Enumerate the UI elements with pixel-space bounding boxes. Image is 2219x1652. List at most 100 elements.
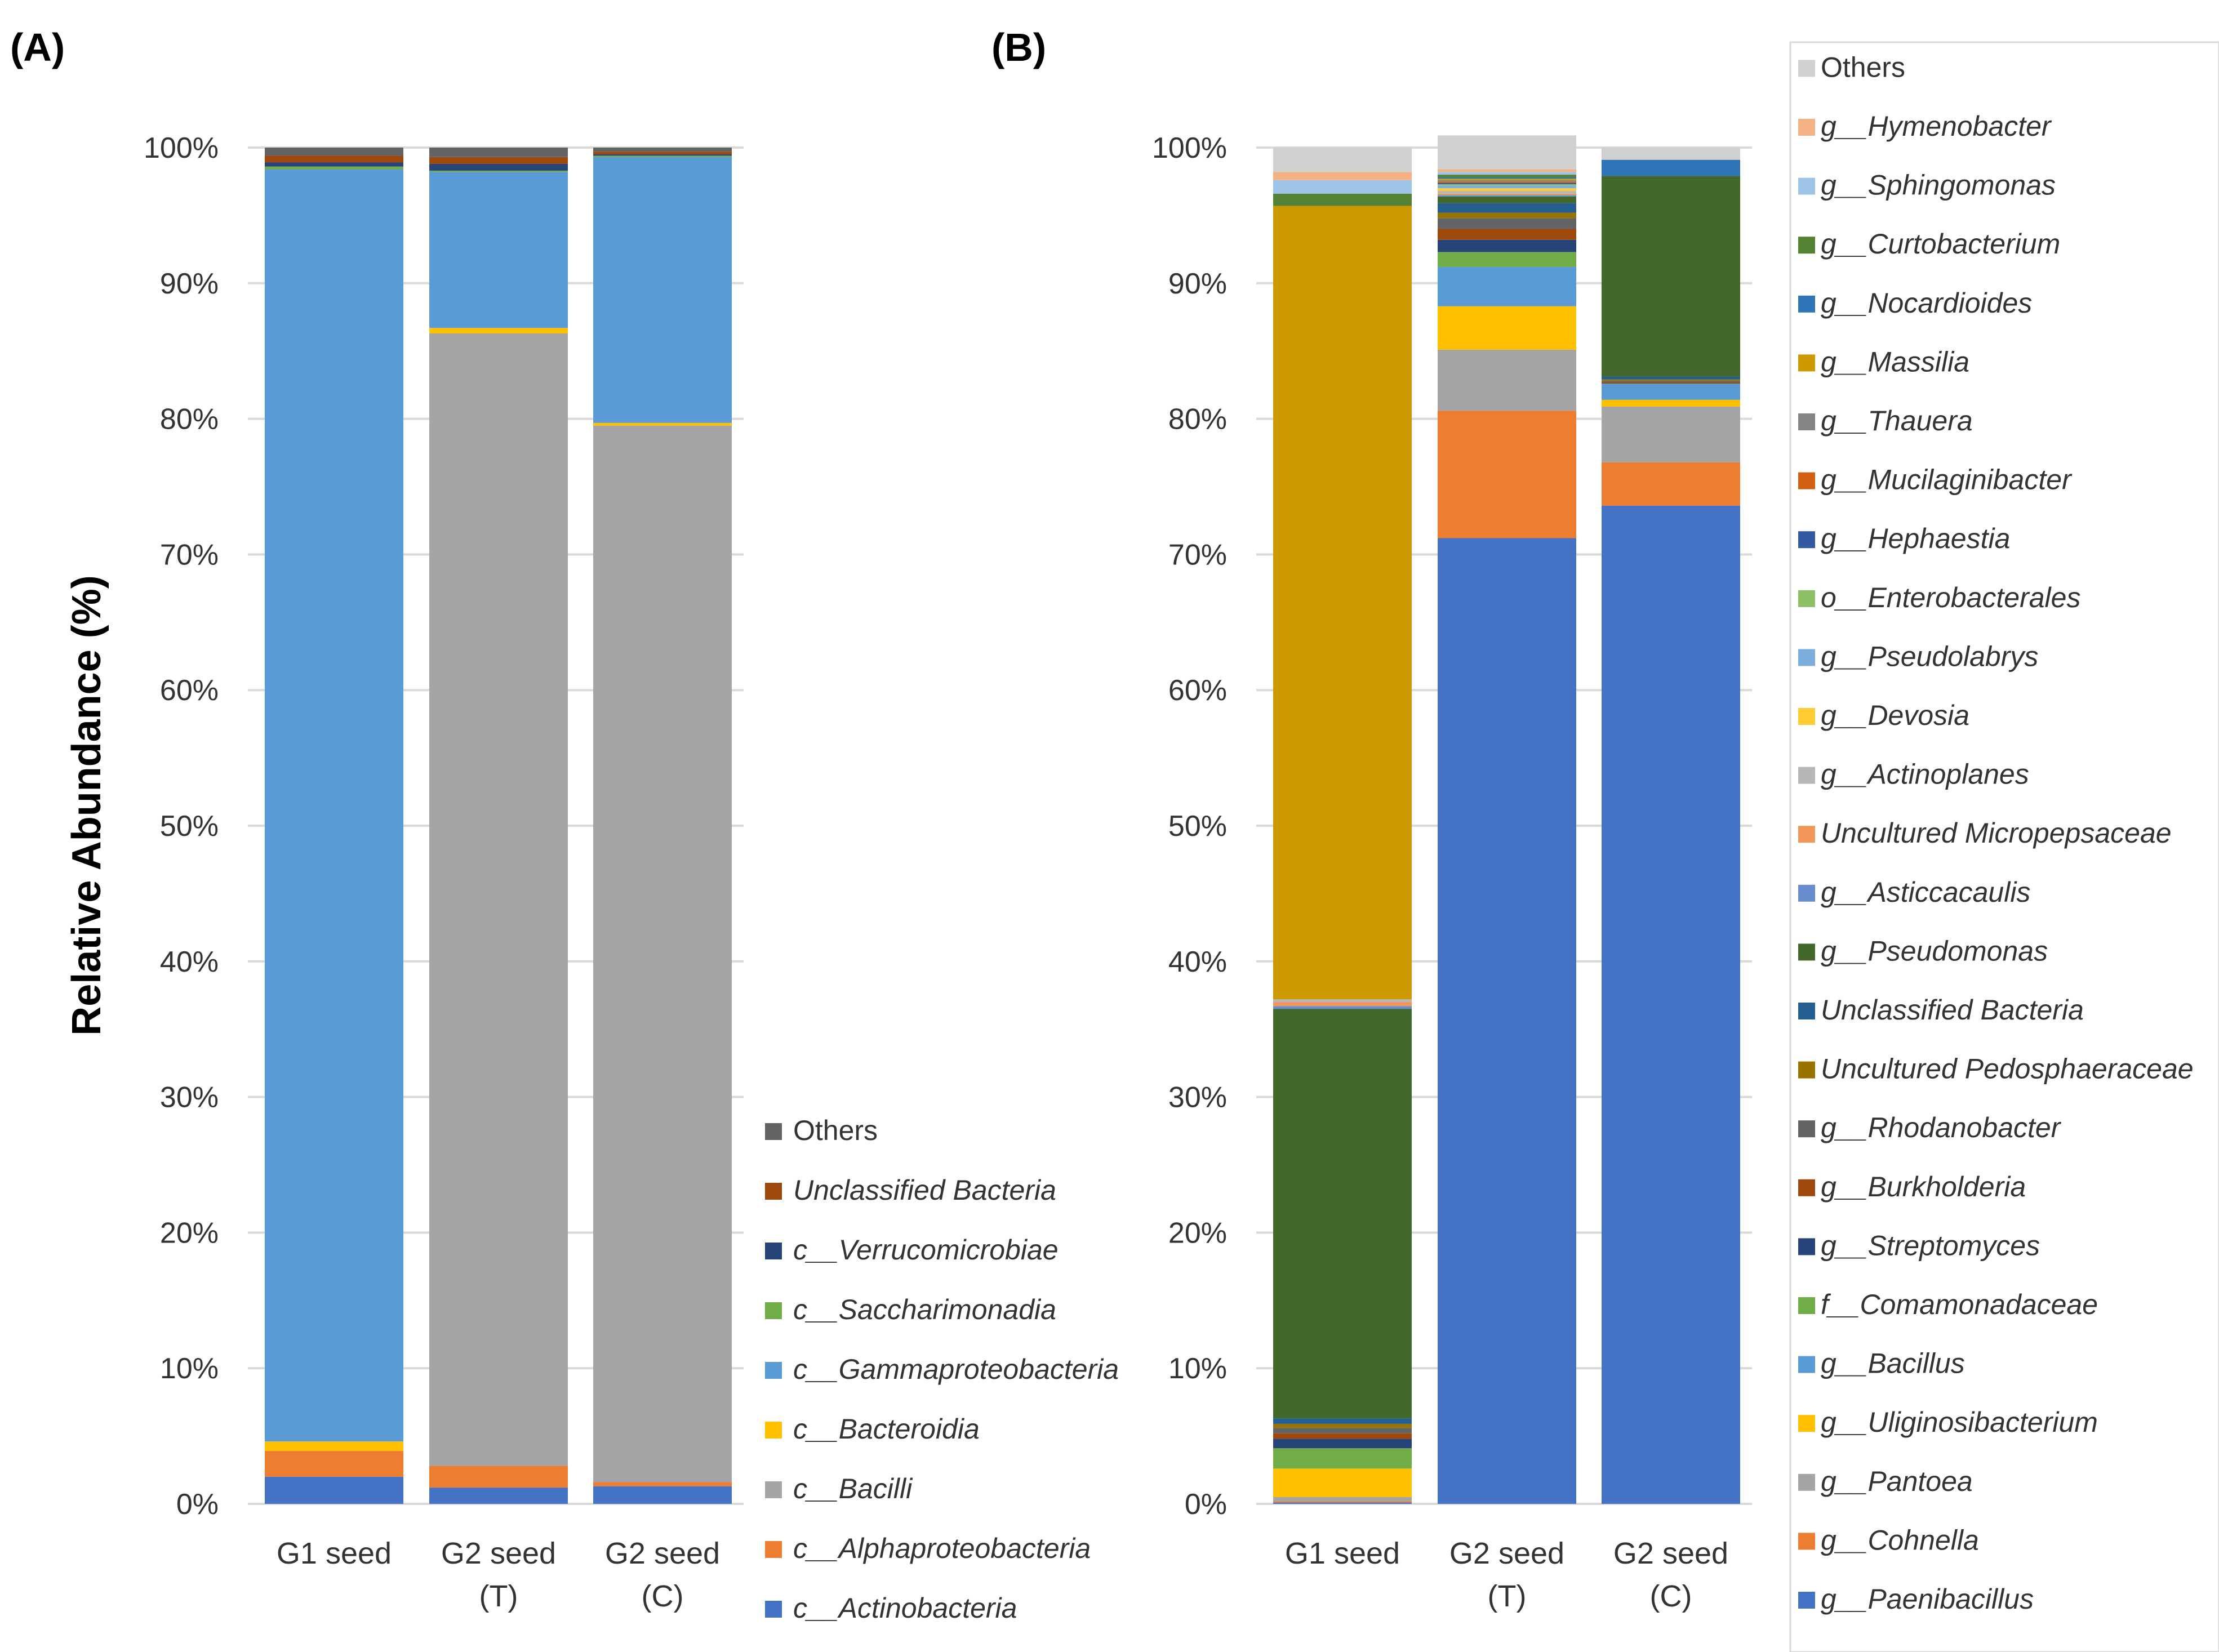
legend-entry-unclassified-bacteria: Unclassified Bacteria [1821, 994, 2084, 1026]
bar-segment-g-paenibacillus [1602, 505, 1740, 1504]
y-tick-label: 80% [160, 403, 219, 436]
bar-segment-g-paenibacillus [1273, 1502, 1412, 1504]
legend-swatch [1798, 1415, 1815, 1432]
bar-segment-g-thauera [1438, 180, 1576, 182]
legend-swatch [1798, 60, 1815, 77]
legend-entry-others: Others [1821, 51, 1905, 83]
x-category-label-line2: (T) [479, 1579, 518, 1613]
bar-segment-g-asticcacaulis [1273, 1006, 1412, 1009]
x-category-label: G1 seed [1285, 1537, 1400, 1570]
bar-segment-others [593, 148, 732, 152]
legend-swatch [1798, 413, 1815, 430]
bar-segment-unclassified-bacteria [1438, 203, 1576, 213]
y-tick-label: 10% [160, 1352, 219, 1385]
bar-segment-c-gammaproteobacteria [265, 169, 403, 1442]
bar-segment-c-bacilli [593, 425, 732, 1482]
legend-swatch [765, 1601, 782, 1618]
x-category-label: G2 seed [441, 1537, 556, 1570]
legend-swatch [1798, 1179, 1815, 1196]
y-tick-label: 70% [160, 538, 219, 571]
y-tick-label: 100% [144, 132, 219, 164]
bar-segment-g-pseudomonas [1438, 196, 1576, 203]
bar-segment-g-paenibacillus [1438, 538, 1576, 1504]
legend-entry-uncultured-pedosphaeraceae: Uncultured Pedosphaeraceae [1821, 1053, 2194, 1085]
bar-segment-g-nocardioides [1602, 159, 1740, 176]
bar-segment-g-pantoea [1602, 406, 1740, 462]
y-tick-label: 50% [1168, 810, 1227, 843]
legend-entry-g-nocardioides: g__Nocardioides [1821, 287, 2032, 319]
bar-segment-g-burkholderia [1273, 1433, 1412, 1439]
legend-entry-g-streptomyces: g__Streptomyces [1821, 1230, 2040, 1261]
legend-swatch [765, 1481, 782, 1498]
y-axis-label: Relative Abundance (%) [64, 575, 109, 1036]
bar-segment-c-bacilli [429, 333, 568, 1466]
bar-segment-c-actinobacteria [593, 1486, 732, 1504]
legend-entry-g-bacillus: g__Bacillus [1821, 1348, 1965, 1379]
bar-segment-c-alphaproteobacteria [593, 1482, 732, 1486]
bar-segment-others [1438, 135, 1576, 170]
panel-b-categories: G1 seed G2 seed (T) G2 seed (C) [1285, 1537, 1728, 1613]
y-tick-label: 80% [1168, 403, 1227, 436]
bar-segment-g-asticcacaulis [1438, 195, 1576, 197]
bar-segment-uncultured-pedosphaeraceae [1273, 1423, 1412, 1428]
bar-segment-g-rhodanobacter [1602, 381, 1740, 382]
bar-segment-g-curtobacterium [1438, 175, 1576, 177]
bar-segment-g-rhodanobacter [1438, 218, 1576, 229]
y-tick-label: 20% [1168, 1217, 1227, 1249]
legend-swatch [1798, 119, 1815, 136]
panel-b-y-ticks: 0% 10% 20% 30% 40% 50% 60% 70% 80% 90% 100% [1152, 132, 1227, 1521]
panel-a-bars [265, 148, 732, 1504]
bar-segment-g-curtobacterium [1273, 193, 1412, 206]
bar-segment-uncultured-pedosphaeraceae [1602, 379, 1740, 381]
bar-segment-g-hephaestia [1438, 182, 1576, 185]
legend-swatch [1798, 826, 1815, 843]
y-tick-label: 90% [160, 268, 219, 300]
legend-entry-f-comamonadaceae: f__Comamonadaceae [1821, 1289, 2098, 1320]
legend-swatch [1798, 1592, 1815, 1609]
bar-segment-g-uliginosibacterium [1273, 1468, 1412, 1497]
bar-segment-g-bacillus [1602, 383, 1740, 400]
legend-swatch [765, 1362, 782, 1379]
legend-entry-g-mucilaginibacter: g__Mucilaginibacter [1821, 464, 2073, 496]
panel-label-b: (B) [991, 25, 1046, 69]
legend-entry-unclassified-bacteria: Unclassified Bacteria [793, 1174, 1056, 1206]
legend-swatch [1798, 767, 1815, 784]
bar-segment-g-streptomyces [1438, 239, 1576, 252]
legend-swatch [765, 1123, 782, 1140]
bar-segment-c-gammaproteobacteria [429, 172, 568, 328]
legend-entry-g-paenibacillus: g__Paenibacillus [1821, 1583, 2034, 1615]
bar-segment-g-pseudomonas [1602, 176, 1740, 377]
bar-segment-g-cohnella [1273, 1501, 1412, 1503]
y-tick-label: 10% [1168, 1352, 1227, 1385]
y-tick-label: 30% [160, 1081, 219, 1114]
bar-segment-g-sphingomonas [1438, 172, 1576, 175]
legend-entry-c-bacilli: c__Bacilli [793, 1473, 913, 1504]
panel-b-legend-box [1789, 41, 2219, 1652]
legend-swatch [1798, 1003, 1815, 1019]
bar-segment-g-massilia [1273, 206, 1412, 1000]
bar-segment-others [1602, 148, 1740, 160]
x-category-label: G2 seed [605, 1537, 720, 1570]
bar-segment-f-comamonadaceae [1438, 252, 1576, 267]
bar-segment-g-actinoplanes [1438, 191, 1576, 194]
y-tick-label: 0% [1185, 1488, 1227, 1521]
x-category-label-line2: (C) [1650, 1579, 1692, 1613]
bar-segment-c-saccharimonadia [429, 170, 568, 172]
bar-segment-c-saccharimonadia [265, 166, 403, 170]
bar-segment-g-pseudomonas [1273, 1009, 1412, 1419]
legend-entry-c-alphaproteobacteria: c__Alphaproteobacteria [793, 1533, 1091, 1564]
legend-swatch [765, 1302, 782, 1319]
bar-segment-c-verrucomicrobiae [593, 154, 732, 156]
bar-segment-unclassified-bacteria [1602, 376, 1740, 380]
x-category-label-line2: (C) [642, 1579, 684, 1613]
bar-segment-c-saccharimonadia [593, 155, 732, 157]
legend-entry-c-verrucomicrobiae: c__Verrucomicrobiae [793, 1234, 1059, 1266]
legend-entry-g-rhodanobacter: g__Rhodanobacter [1821, 1112, 2062, 1143]
bar-segment-g-uliginosibacterium [1602, 399, 1740, 407]
legend-swatch [1798, 237, 1815, 254]
legend-entry-o-enterobacterales: o__Enterobacterales [1821, 582, 2080, 613]
bar-segment-g-burkholderia [1438, 229, 1576, 240]
legend-entry-g-pantoea: g__Pantoea [1821, 1466, 1973, 1497]
legend-entry-g-hephaestia: g__Hephaestia [1821, 523, 2010, 554]
legend-swatch [765, 1541, 782, 1558]
